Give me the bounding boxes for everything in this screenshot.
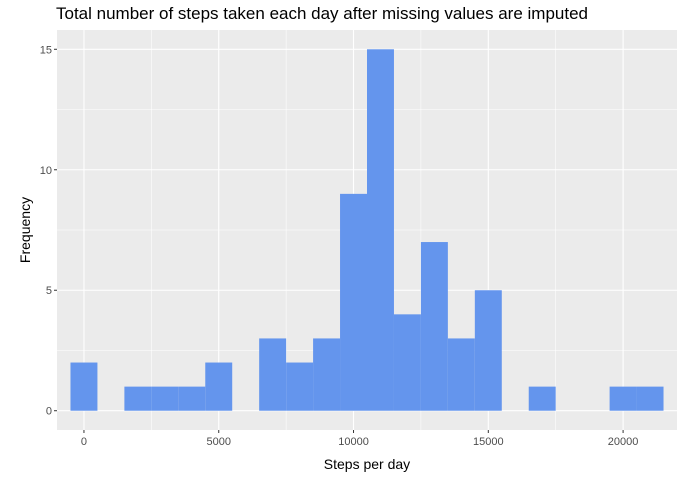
histogram-bar [340, 193, 367, 411]
x-tick-label: 0 [81, 436, 87, 448]
x-axis-title: Steps per day [324, 456, 410, 472]
histogram-bar [420, 242, 448, 411]
y-tick-label: 5 [46, 285, 52, 297]
x-axis: 0 5000 10000 15000 20000 [81, 430, 638, 448]
histogram-bar [609, 386, 637, 411]
histogram-bar [178, 386, 206, 411]
y-tick-label: 10 [40, 165, 52, 177]
y-tick-label: 0 [46, 406, 52, 418]
histogram-bars [70, 49, 664, 411]
x-tick-label: 5000 [206, 436, 230, 448]
x-tick-label: 15000 [473, 436, 504, 448]
histogram-bar [313, 338, 341, 411]
histogram-bar [447, 338, 475, 411]
histogram-bar [124, 386, 152, 411]
histogram-bar [474, 290, 502, 411]
histogram-bar [393, 314, 421, 411]
x-tick-label: 10000 [338, 436, 369, 448]
histogram-bar [70, 362, 98, 411]
chart-title: Total number of steps taken each day aft… [56, 4, 589, 23]
histogram-bar [367, 49, 394, 411]
histogram-bar [528, 386, 556, 411]
y-tick-label: 15 [40, 44, 52, 56]
histogram-bar [205, 362, 233, 411]
x-tick-label: 20000 [608, 436, 639, 448]
y-axis: 0 5 10 15 [40, 44, 57, 418]
histogram-bar [259, 338, 287, 411]
histogram-bar [286, 362, 314, 411]
histogram-bar [151, 386, 179, 411]
histogram-bar [636, 386, 664, 411]
y-axis-title: Frequency [17, 197, 33, 263]
